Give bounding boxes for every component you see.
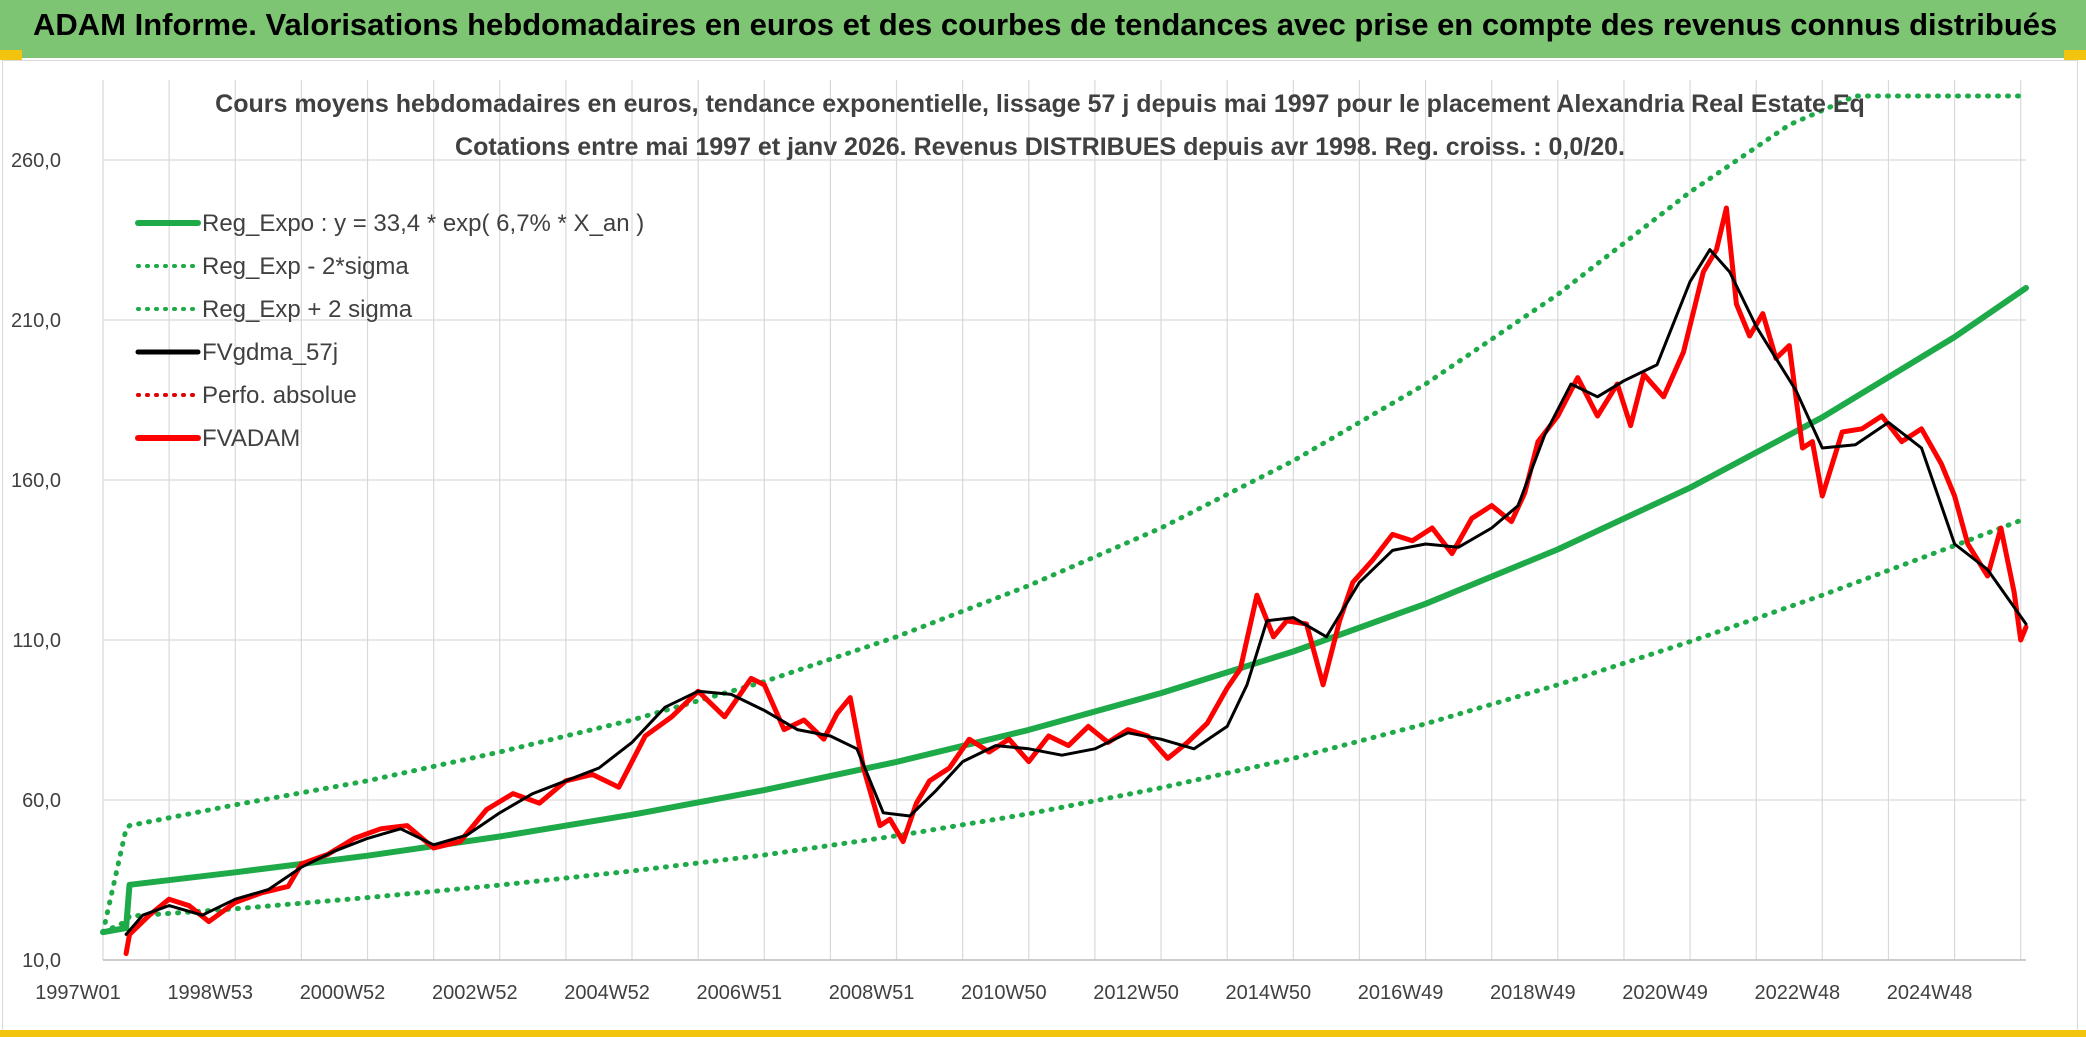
x-tick-label: 2010W50 (961, 982, 1047, 1004)
chart-subtitle: Cotations entre mai 1997 et janv 2026. R… (455, 133, 1625, 161)
legend-label: FVADAM (202, 425, 300, 452)
x-tick-label: 2016W49 (1358, 982, 1444, 1004)
legend-label: Reg_Exp + 2 sigma (202, 296, 413, 323)
legend-label: Reg_Exp - 2*sigma (202, 253, 409, 280)
chart-title: Cours moyens hebdomadaires en euros, ten… (215, 90, 1865, 118)
x-tick-label: 2004W52 (564, 982, 650, 1004)
x-tick-label: 2020W49 (1622, 982, 1708, 1004)
y-tick-label: 210,0 (11, 310, 61, 332)
series-layer (100, 93, 2029, 957)
header-banner: ADAM Informe. Valorisations hebdomadaire… (0, 0, 2086, 58)
x-tick-label: 2006W51 (696, 982, 782, 1004)
y-tick-label: 10,0 (22, 950, 61, 972)
x-tick-label: 2012W50 (1093, 982, 1179, 1004)
legend-label: Perfo. absolue (202, 382, 357, 409)
x-axis: 1997W01 1998W53 2000W52 2002W52 2004W52 2006W… (35, 982, 1972, 1004)
legend-label: FVgdma_57j (202, 339, 338, 366)
y-axis: 10,0 60,0 110,0 160,0 210,0 260,0 (11, 150, 61, 972)
x-tick-label: 2018W49 (1490, 982, 1576, 1004)
page-title: ADAM Informe. Valorisations hebdomadaire… (33, 7, 2058, 42)
x-tick-label: 2014W50 (1225, 982, 1311, 1004)
x-tick-label: 2022W48 (1755, 982, 1841, 1004)
x-tick-label: 2002W52 (432, 982, 518, 1004)
x-tick-label: 2000W52 (300, 982, 386, 1004)
y-tick-label: 160,0 (11, 470, 61, 492)
series-line-fvgdma-57j (124, 248, 2028, 936)
y-tick-label: 60,0 (22, 790, 61, 812)
bottom-accent-bar (0, 1030, 2086, 1037)
series-line-fvadam (123, 205, 2029, 957)
corner-accent-left (0, 50, 22, 60)
series-line-reg-exp-2-sigma (100, 515, 2029, 935)
corner-accent-right (2064, 50, 2086, 60)
y-tick-label: 110,0 (12, 630, 61, 652)
y-tick-label: 260,0 (11, 150, 61, 172)
legend: Reg_Expo : y = 33,4 * exp( 6,7% * X_an )… (135, 210, 644, 452)
series-line-reg-expo (100, 285, 2029, 936)
x-tick-label: 1998W53 (167, 982, 253, 1004)
x-tick-label: 2008W51 (829, 982, 915, 1004)
x-tick-label: 1997W01 (35, 982, 121, 1004)
legend-label: Reg_Expo : y = 33,4 * exp( 6,7% * X_an ) (202, 210, 644, 237)
x-tick-label: 2024W48 (1887, 982, 1973, 1004)
series-line-reg-exp-2-sigma (100, 93, 2029, 935)
